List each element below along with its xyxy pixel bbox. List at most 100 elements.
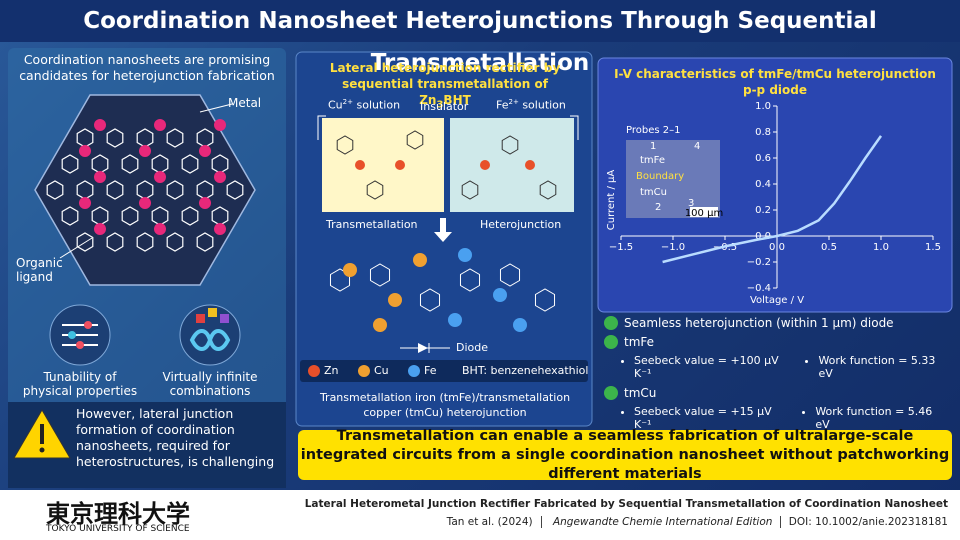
benzene-ring [226, 180, 244, 200]
chart-title: I-V characteristics of tmFe/tmCu heteroj… [614, 67, 936, 97]
fe-solution: Fe2+ solution [496, 98, 566, 112]
benzene-ring [369, 263, 391, 287]
infinity [189, 329, 231, 351]
knob [84, 321, 92, 329]
check-icon [604, 386, 618, 400]
y-tick-label: 0.8 [755, 127, 771, 138]
legend-cu: Cu [374, 364, 389, 377]
metal-atom [413, 253, 427, 267]
puzzle [208, 308, 217, 317]
solution: solution [518, 98, 566, 112]
footer: 東京理科大学 TOKYO UNIVERSITY OF SCIENCE Later… [0, 490, 960, 540]
charge: 2+ [508, 98, 519, 106]
cu-solution: Cu2+ solution [328, 98, 400, 112]
journal: Angewandte Chemie International Edition [544, 516, 782, 528]
fe-swatch [408, 365, 420, 377]
benzene-ring [136, 232, 154, 252]
benzene-ring [539, 180, 557, 200]
warning-mark [40, 424, 44, 444]
metal-atom [154, 119, 166, 131]
inset-label: tmCu [640, 187, 667, 198]
y-tick-label: 0.2 [755, 205, 771, 216]
benzene-ring [534, 288, 556, 312]
chart-panel [597, 57, 953, 313]
pointer [59, 237, 93, 259]
pointer [199, 103, 233, 113]
y-tick-label: 0.6 [755, 153, 771, 164]
y-tick-label: 0.4 [755, 179, 771, 190]
benzene-ring [61, 206, 79, 226]
ion: Cu [328, 98, 343, 112]
legend-zn: Zn [324, 364, 339, 377]
item-name: tmFe [624, 335, 655, 349]
title: Coordination Nanosheet Heterojunctions T… [0, 0, 960, 76]
result-item: tmFe [604, 335, 949, 349]
x-tick-label: 0.5 [821, 242, 837, 253]
cu-solution-box [322, 118, 444, 212]
x-tick-label: 1.5 [925, 242, 941, 253]
legend-bht: BHT: benzenehexathiol [462, 364, 589, 377]
benzene-ring [406, 130, 424, 150]
benzene-ring [461, 180, 479, 200]
paper-title: Lateral Heterometal Junction Rectifier F… [304, 498, 948, 510]
metal-atom [493, 288, 507, 302]
zn-swatch [308, 365, 320, 377]
middle-caption: Transmetallation iron (tmFe)/transmetall… [319, 391, 571, 419]
benzene-ring [106, 128, 124, 148]
x-tick-label: −1.5 [609, 242, 633, 253]
metal-atom [395, 160, 405, 170]
y-tick-label: 1.0 [755, 101, 771, 112]
benzene-ring [499, 263, 521, 287]
work-function: Work function = 5.33 eV [818, 354, 949, 380]
knob [68, 331, 76, 339]
metal-atom [79, 145, 91, 157]
university: 東京理科大学 [46, 500, 190, 528]
warning-text: However, lateral junction formation of c… [76, 406, 275, 469]
inset-label: tmFe [640, 155, 665, 166]
knob [76, 341, 84, 349]
metal-atom [199, 145, 211, 157]
inset-label: Boundary [636, 171, 684, 182]
properties: Seebeck value = +15 μV K⁻¹ Work function … [624, 405, 949, 431]
metal-atom [480, 160, 490, 170]
puzzle [196, 314, 205, 323]
check-icon [604, 316, 618, 330]
benzene-ring [166, 128, 184, 148]
seebeck: Seebeck value = +15 μV K⁻¹ [634, 405, 791, 431]
metal-atom [79, 197, 91, 209]
heterojunction-label: Heterojunction [480, 218, 562, 231]
probe-label: 3 [688, 198, 694, 209]
y-tick-label: −0.4 [747, 283, 771, 294]
metal-atom [525, 160, 535, 170]
arrow [434, 218, 452, 242]
x-tick-label: −1.0 [661, 242, 685, 253]
results: Seamless heterojunction (within 1 μm) di… [604, 316, 949, 437]
ion: Fe [496, 98, 509, 112]
inset-title: Probes 2–1 [626, 125, 680, 136]
legend-box [300, 360, 588, 382]
diode-label: Diode [456, 341, 489, 354]
puzzle [220, 314, 229, 323]
bracket [317, 115, 579, 140]
result-text: Seamless heterojunction (within 1 μm) di… [624, 316, 894, 330]
benzene-ring [106, 232, 124, 252]
benzene-ring [166, 180, 184, 200]
benzene-ring [181, 206, 199, 226]
metal-atom [373, 318, 387, 332]
metal-atom [154, 171, 166, 183]
molecule-structures [329, 130, 557, 332]
inset-image [626, 140, 720, 218]
authors: Tan et al. (2024) [446, 516, 542, 528]
iv-curve [662, 135, 883, 264]
probe-label: 4 [694, 141, 700, 152]
heading-sub: 3 [436, 99, 444, 111]
iv-chart: −1.5 −1.0 −0.5 0.0 0.5 1.0 1.5−0.4−0.20.00.20.… [606, 101, 941, 306]
metal-atom [199, 197, 211, 209]
benzene-ring [61, 154, 79, 174]
metal-atom [343, 263, 357, 277]
university-en: TOKYO UNIVERSITY OF SCIENCE [46, 524, 190, 534]
ligand-label: Organic ligand [16, 256, 63, 284]
probe-label: 1 [650, 141, 656, 152]
heading-text: Lateral heterojunction rectifier by sequ… [329, 61, 561, 107]
metal-atom [448, 313, 462, 327]
